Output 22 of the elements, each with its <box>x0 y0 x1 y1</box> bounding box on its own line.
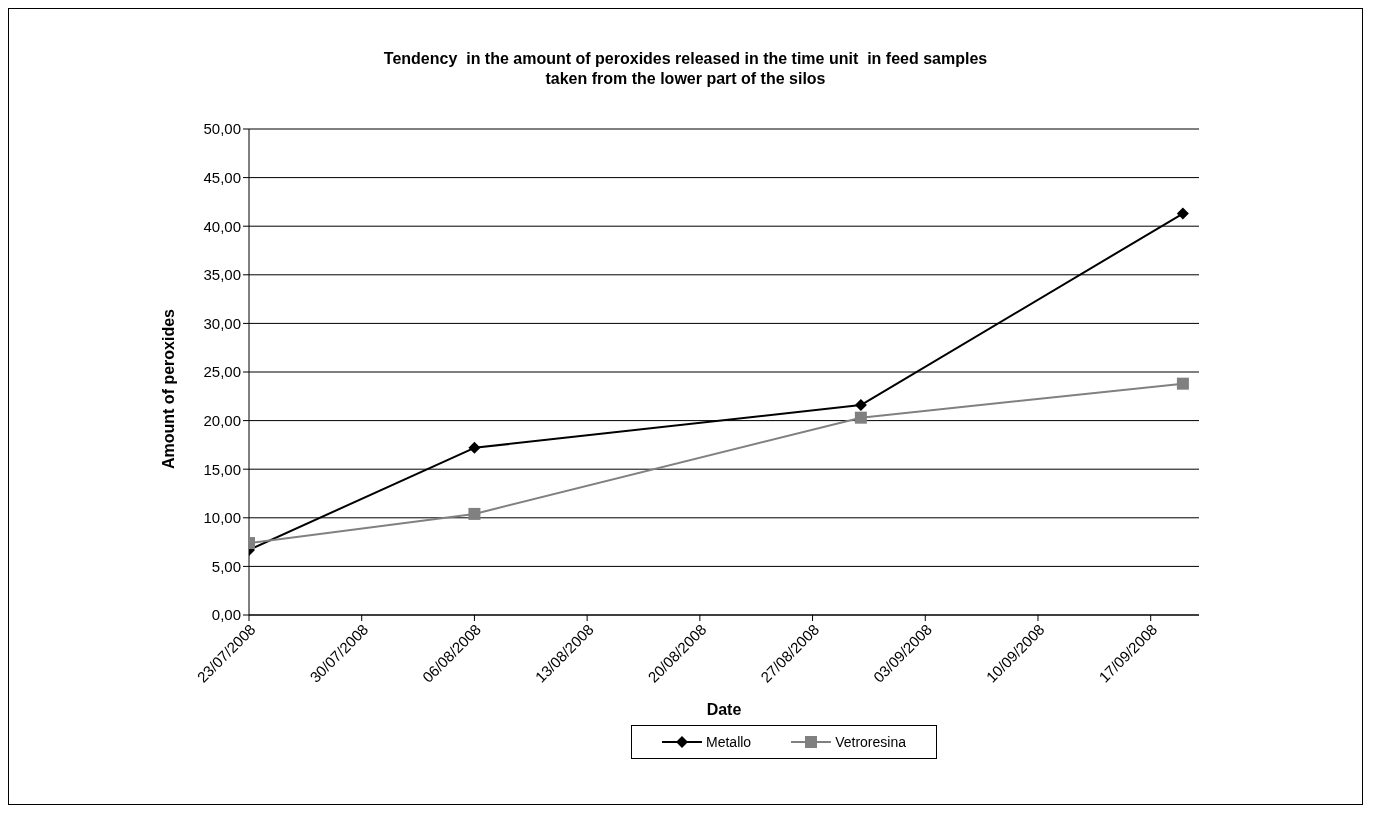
point <box>468 441 481 454</box>
point <box>1176 207 1189 220</box>
point <box>468 507 481 520</box>
y-tick-label: 35,00 <box>203 266 241 284</box>
y-tick-label: 45,00 <box>203 168 241 186</box>
y-tick-label: 20,00 <box>203 411 241 429</box>
y-tick-label: 30,00 <box>203 314 241 332</box>
point <box>1176 377 1189 390</box>
y-tick-label: 50,00 <box>203 120 241 138</box>
point <box>854 411 867 424</box>
y-tick-label: 10,00 <box>203 509 241 527</box>
y-tick-label: 5,00 <box>211 557 241 575</box>
y-tick-label: 15,00 <box>203 460 241 478</box>
legend-label: Vetroresina <box>834 734 906 750</box>
x-axis-title: Date <box>706 701 742 718</box>
y-axis-title: Amount of peroxides <box>160 308 178 470</box>
point <box>854 399 867 412</box>
chart-title: Tendency in the amount of peroxides released in the time unit in feed samples taken from the lower part of the silos <box>382 49 989 89</box>
y-tick-label: 0,00 <box>211 606 241 624</box>
y-tick-label: 40,00 <box>203 217 241 235</box>
y-tick-label: 25,00 <box>203 363 241 381</box>
legend-label: Metallo <box>705 734 752 750</box>
